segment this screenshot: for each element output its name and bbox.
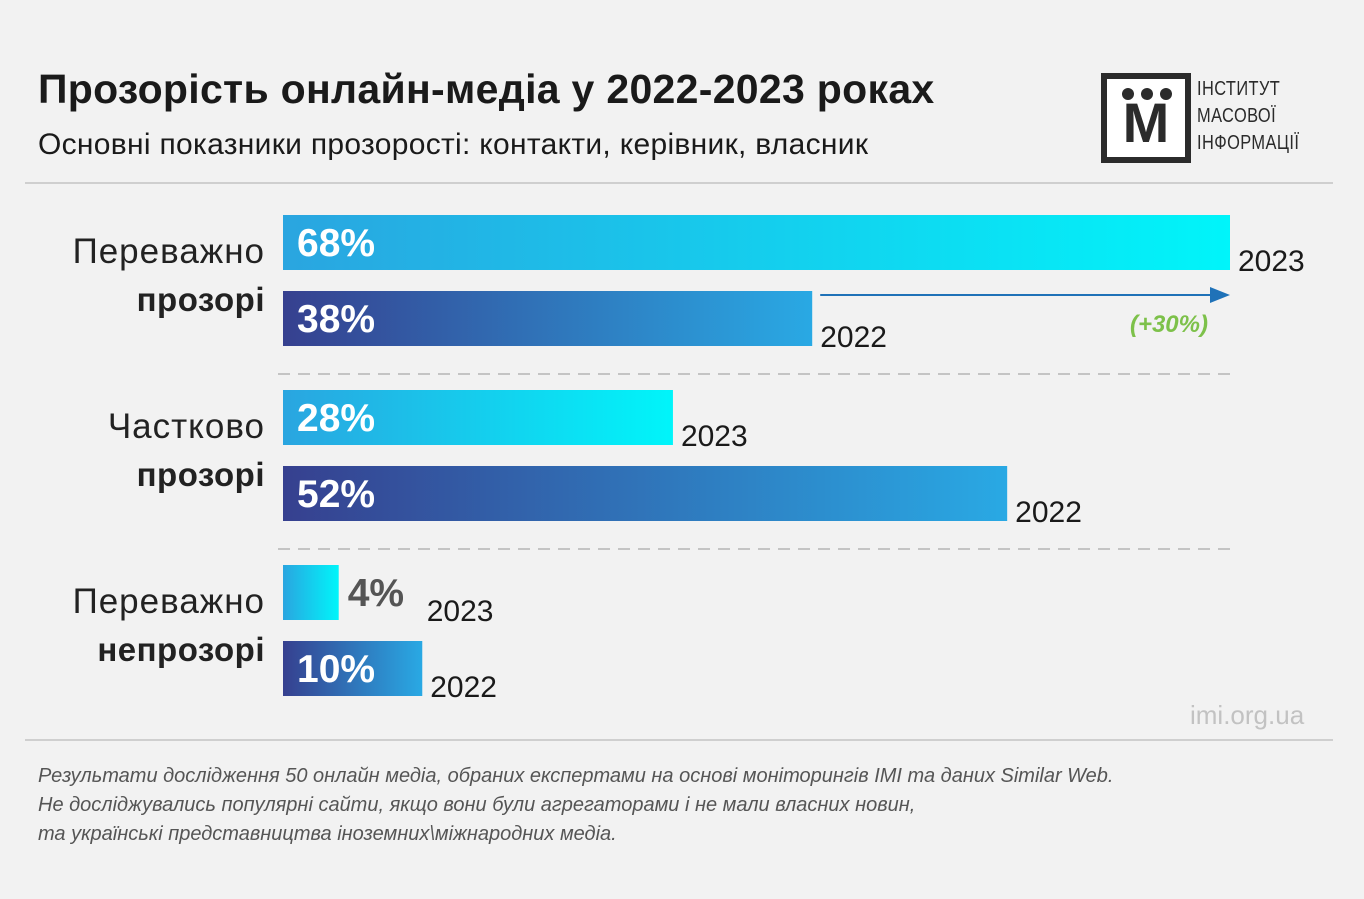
series-year-label: 2022 xyxy=(1015,496,1082,529)
logo-dots-icon xyxy=(1122,88,1172,102)
series-year-label: 2023 xyxy=(427,595,494,628)
data-label: 68% xyxy=(297,222,375,265)
footnote: Результати дослідження 50 онлайн медіа, … xyxy=(38,762,1114,849)
category-label: непрозорі xyxy=(97,631,265,668)
footnote-line: Результати дослідження 50 онлайн медіа, … xyxy=(38,765,1114,787)
bar xyxy=(283,641,423,696)
data-label: 52% xyxy=(297,473,375,516)
bar xyxy=(283,291,813,346)
series-year-label: 2023 xyxy=(681,420,748,453)
chart-title: Прозорість онлайн-медіа у 2022-2023 рока… xyxy=(38,66,935,112)
data-label: 38% xyxy=(297,298,375,341)
series-year-label: 2022 xyxy=(820,321,887,354)
category-label: Переважно xyxy=(73,232,265,271)
category-label: Переважно xyxy=(73,582,265,621)
category-label: Частково xyxy=(108,407,265,446)
bar xyxy=(283,390,673,445)
footnote-line: та українські представництва іноземних\м… xyxy=(38,823,617,845)
source-site: imi.org.ua xyxy=(1190,700,1305,730)
footnote-line: Не досліджувались популярні сайти, якщо … xyxy=(38,794,916,816)
logo-mark: М xyxy=(1122,91,1170,154)
logo-line: МАСОВОЇ xyxy=(1197,105,1277,127)
data-label: 4% xyxy=(348,572,404,615)
bar-chart: Переважно прозорі 68% 2023 38% 2022 Частково пр… xyxy=(73,215,1305,704)
series-year-label: 2022 xyxy=(430,671,497,704)
imi-logo-icon: М xyxy=(1101,73,1191,163)
bar xyxy=(283,565,339,620)
header-divider xyxy=(25,182,1333,184)
category-label: прозорі xyxy=(137,456,265,493)
logo-line: ІНСТИТУТ xyxy=(1197,78,1281,100)
arrow-head-icon xyxy=(1210,287,1230,303)
logo-wordmark: ІНСТИТУТ МАСОВОЇ ІНФОРМАЦІЇ xyxy=(1197,76,1299,157)
category-label: прозорі xyxy=(137,281,265,318)
series-year-label: 2023 xyxy=(1238,245,1305,278)
logo-line: ІНФОРМАЦІЇ xyxy=(1197,132,1300,154)
bar xyxy=(283,466,1008,521)
data-label: 28% xyxy=(297,397,375,440)
data-label: 10% xyxy=(297,648,375,691)
footer-divider xyxy=(25,739,1333,741)
bar xyxy=(283,215,1230,270)
change-annotation: (+30%) xyxy=(1130,311,1208,338)
chart-subtitle: Основні показники прозорості: контакти, … xyxy=(38,128,869,161)
